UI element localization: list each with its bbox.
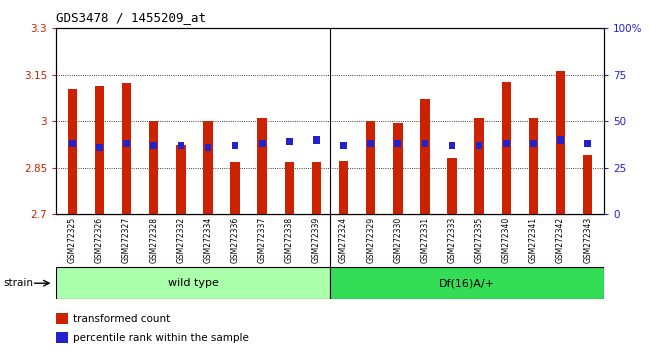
Bar [503, 140, 510, 147]
Bar [556, 71, 565, 214]
Text: GSM272339: GSM272339 [312, 217, 321, 263]
Text: GSM272333: GSM272333 [447, 217, 457, 263]
Text: wild type: wild type [168, 278, 218, 288]
Text: GSM272340: GSM272340 [502, 217, 511, 263]
Bar [366, 121, 376, 214]
Text: GSM272335: GSM272335 [475, 217, 484, 263]
Text: GSM272332: GSM272332 [176, 217, 185, 263]
Bar [257, 118, 267, 214]
Text: Df(16)A/+: Df(16)A/+ [439, 278, 495, 288]
Bar [529, 118, 538, 214]
Bar [150, 142, 157, 149]
Bar [56, 267, 330, 299]
Bar [122, 84, 131, 214]
Text: GSM272329: GSM272329 [366, 217, 375, 263]
Bar [178, 142, 184, 149]
Bar [393, 124, 403, 214]
Text: GSM272337: GSM272337 [257, 217, 267, 263]
Bar [395, 140, 401, 147]
Text: strain: strain [3, 278, 33, 288]
Bar [123, 140, 130, 147]
Bar [475, 118, 484, 214]
Text: GSM272338: GSM272338 [285, 217, 294, 263]
Bar [583, 155, 593, 214]
Bar [67, 89, 77, 214]
Bar [56, 313, 69, 324]
Bar [284, 162, 294, 214]
Text: GSM272342: GSM272342 [556, 217, 565, 263]
Text: GSM272324: GSM272324 [339, 217, 348, 263]
Bar [502, 81, 511, 214]
Text: GDS3478 / 1455209_at: GDS3478 / 1455209_at [56, 11, 206, 24]
Text: GSM272336: GSM272336 [230, 217, 240, 263]
Text: GSM272343: GSM272343 [583, 217, 592, 263]
Bar [96, 144, 103, 151]
Text: GSM272330: GSM272330 [393, 217, 403, 263]
Bar [449, 142, 455, 149]
Bar [584, 140, 591, 147]
Bar [149, 121, 158, 214]
Bar [557, 136, 564, 144]
Bar [203, 121, 213, 214]
Text: GSM272325: GSM272325 [68, 217, 77, 263]
Bar [312, 161, 321, 214]
Bar [176, 145, 185, 214]
Bar [420, 99, 430, 214]
Text: GSM272326: GSM272326 [95, 217, 104, 263]
Bar [330, 267, 604, 299]
Text: GSM272328: GSM272328 [149, 217, 158, 263]
Bar [447, 158, 457, 214]
Text: GSM272327: GSM272327 [122, 217, 131, 263]
Bar [69, 140, 76, 147]
Text: GSM272331: GSM272331 [420, 217, 430, 263]
Bar [230, 162, 240, 214]
Bar [232, 142, 238, 149]
Text: transformed count: transformed count [73, 314, 170, 324]
Bar [313, 136, 319, 144]
Bar [56, 332, 69, 343]
Bar [476, 142, 482, 149]
Bar [205, 144, 211, 151]
Text: percentile rank within the sample: percentile rank within the sample [73, 332, 248, 343]
Bar [286, 138, 292, 145]
Bar [368, 140, 374, 147]
Bar [422, 140, 428, 147]
Bar [259, 140, 265, 147]
Bar [95, 86, 104, 214]
Bar [341, 142, 347, 149]
Bar [530, 140, 537, 147]
Bar [339, 161, 348, 214]
Text: GSM272334: GSM272334 [203, 217, 213, 263]
Text: GSM272341: GSM272341 [529, 217, 538, 263]
